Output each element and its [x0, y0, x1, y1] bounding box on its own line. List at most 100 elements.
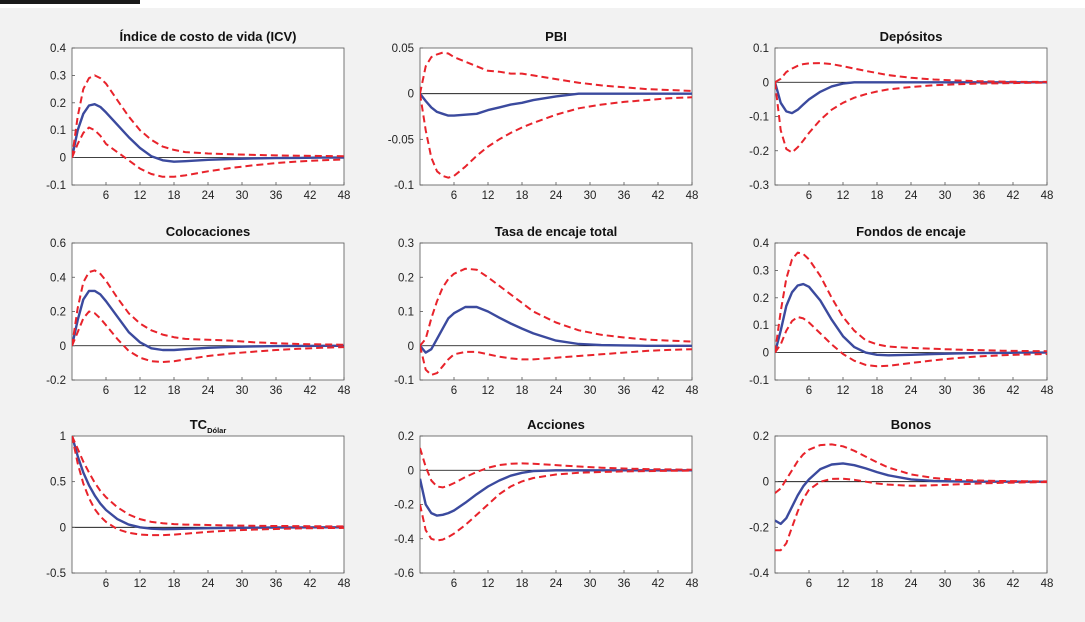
chart-panel-7: 6 12 18 24 30 36 42 48 -0.5 0 0.5 1 TCDólar [46, 417, 350, 590]
chart-panel-4: 6 12 18 24 30 36 42 48 -0.2 0 0.2 0.4 0.6 Colocacione… [46, 224, 350, 397]
upper-band-line [72, 74, 344, 158]
x-tick-label: 18 [516, 385, 529, 397]
x-tick-label: 48 [1041, 190, 1054, 202]
y-tick-label: 0.2 [50, 98, 66, 110]
x-tick-label: 30 [236, 385, 249, 397]
y-tick-label: -0.6 [394, 568, 414, 580]
median-response-line [420, 305, 692, 354]
y-tick-label: 0.1 [753, 43, 769, 55]
y-tick-label: 0 [60, 341, 66, 353]
chart-title: TCDólar [190, 417, 227, 435]
y-tick-label: 0.4 [50, 272, 67, 284]
x-tick-label: 6 [103, 385, 109, 397]
median-response-line [775, 282, 1047, 357]
median-response-line [72, 436, 344, 531]
chart-title: Colocaciones [166, 224, 251, 239]
x-tick-label: 24 [905, 190, 918, 202]
x-tick-label: 6 [103, 578, 109, 590]
y-tick-label: 0.2 [398, 431, 414, 443]
x-tick-label: 42 [652, 190, 665, 202]
x-tick-label: 30 [236, 190, 249, 202]
x-tick-label: 48 [338, 190, 351, 202]
x-tick-label: 30 [584, 385, 597, 397]
x-tick-label: 42 [304, 190, 317, 202]
y-tick-label: 0.05 [392, 43, 414, 55]
plot-area [419, 435, 693, 574]
y-tick-label: -0.2 [749, 522, 769, 534]
x-tick-label: 42 [1007, 578, 1020, 590]
y-tick-label: 0.6 [50, 238, 66, 250]
y-tick-label: 0.2 [753, 293, 769, 305]
chart-title: Acciones [527, 417, 585, 432]
x-tick-label: 30 [939, 578, 952, 590]
chart-title: Tasa de encaje total [495, 224, 618, 239]
x-tick-label: 30 [584, 578, 597, 590]
upper-band-line [420, 51, 692, 94]
y-tick-label: 0 [763, 477, 769, 489]
plot-area [774, 242, 1048, 381]
x-tick-label: 6 [806, 190, 812, 202]
y-tick-label: 0.4 [50, 43, 67, 55]
median-response-line [72, 289, 344, 352]
chart-panel-2: 6 12 18 24 30 36 42 48 -0.1 -0.05 0 0.05 PBI [388, 29, 699, 202]
y-tick-label: 0.1 [753, 320, 769, 332]
y-tick-label: 0.1 [50, 125, 66, 137]
x-tick-label: 18 [168, 190, 181, 202]
x-tick-label: 6 [103, 190, 109, 202]
x-tick-label: 18 [168, 385, 181, 397]
x-tick-label: 6 [451, 385, 457, 397]
x-tick-label: 18 [516, 578, 529, 590]
upper-band-line [420, 447, 692, 489]
x-tick-label: 48 [686, 190, 699, 202]
y-tick-label: 0.4 [753, 238, 770, 250]
x-tick-label: 24 [202, 385, 215, 397]
chart-title: Depósitos [880, 29, 943, 44]
x-tick-label: 36 [618, 578, 631, 590]
x-tick-label: 42 [304, 385, 317, 397]
plot-area [419, 242, 693, 381]
x-tick-label: 24 [550, 190, 563, 202]
y-tick-label: -0.2 [394, 500, 414, 512]
plot-area [774, 435, 1048, 574]
x-tick-label: 36 [973, 190, 986, 202]
median-response-line [775, 81, 1047, 115]
lower-band-line [775, 81, 1047, 154]
y-tick-label: 0 [408, 89, 414, 101]
x-tick-label: 42 [304, 578, 317, 590]
x-tick-label: 42 [652, 385, 665, 397]
lower-band-line [420, 93, 692, 179]
x-tick-label: 18 [871, 578, 884, 590]
x-tick-label: 36 [270, 190, 283, 202]
x-tick-label: 48 [1041, 578, 1054, 590]
chart-panel-9: 6 12 18 24 30 36 42 48 -0.4 -0.2 0 0.2 Bonos [749, 417, 1053, 590]
chart-title: Índice de costo de vida (ICV) [120, 29, 297, 44]
y-tick-label: -0.1 [749, 112, 769, 124]
plot-area [71, 242, 345, 381]
x-tick-label: 42 [652, 578, 665, 590]
chart-panel-5: 6 12 18 24 30 36 42 48 -0.1 0 0.1 0.2 0.3 Tasa de enc… [394, 224, 698, 397]
x-tick-label: 12 [134, 578, 147, 590]
y-tick-label: 0 [763, 77, 769, 89]
y-tick-label: -0.4 [394, 534, 414, 546]
lower-band-line [72, 436, 344, 537]
x-tick-label: 36 [270, 385, 283, 397]
chart-title: Bonos [891, 417, 931, 432]
x-tick-label: 30 [236, 578, 249, 590]
x-tick-label: 12 [134, 190, 147, 202]
upper-band-line [420, 267, 692, 347]
y-tick-label: -0.2 [749, 146, 769, 158]
chart-title: PBI [545, 29, 567, 44]
title-subscript: Dólar [207, 426, 226, 435]
y-tick-label: -0.05 [388, 134, 414, 146]
x-tick-label: 36 [973, 578, 986, 590]
x-tick-label: 12 [837, 190, 850, 202]
y-tick-label: -0.3 [749, 180, 769, 192]
y-tick-label: 0.3 [753, 265, 769, 277]
median-response-line [420, 92, 692, 117]
x-tick-label: 48 [1041, 385, 1054, 397]
y-tick-label: 0.2 [753, 431, 769, 443]
x-tick-label: 24 [550, 578, 563, 590]
y-tick-label: -0.1 [394, 180, 414, 192]
x-tick-label: 36 [973, 385, 986, 397]
